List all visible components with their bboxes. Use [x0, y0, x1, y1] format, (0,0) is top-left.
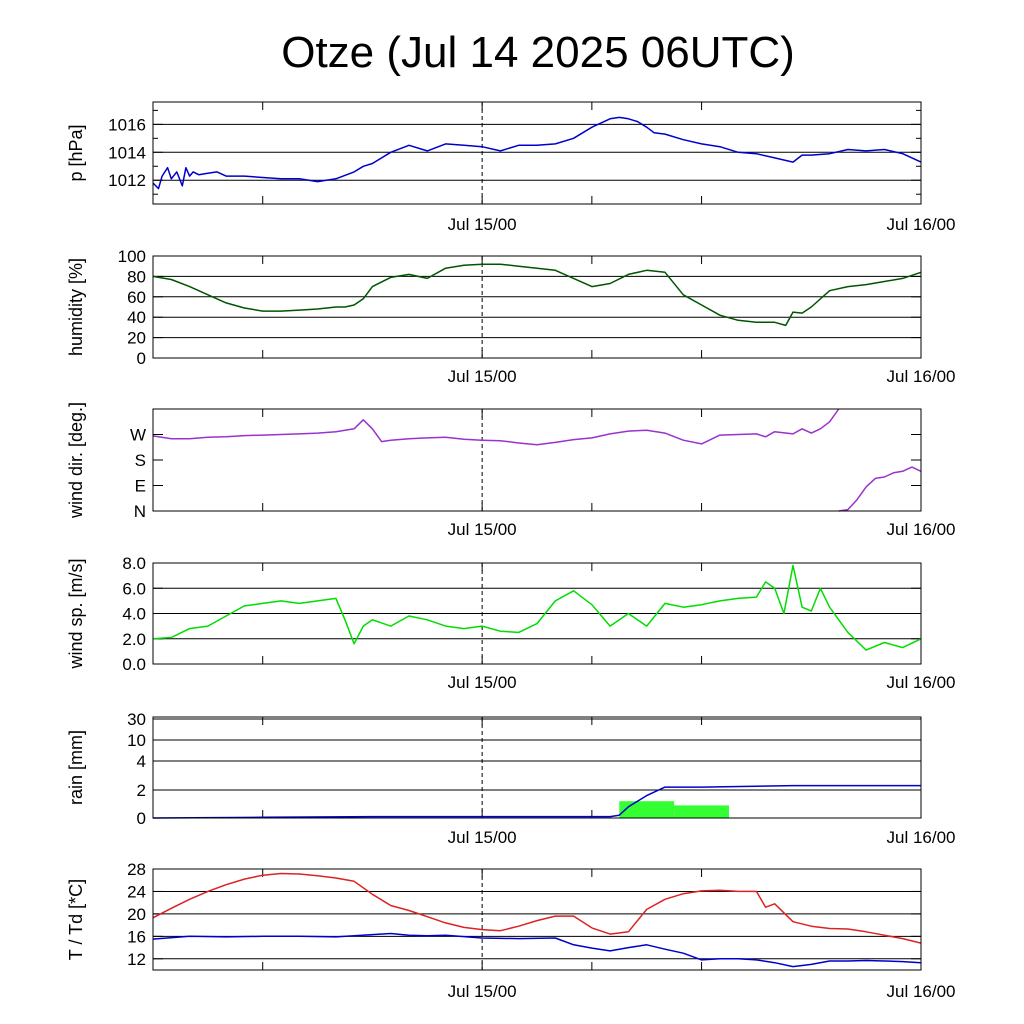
wind-direction-ytick-label: W: [130, 426, 146, 445]
rain-ylabel: rain [mm]: [66, 730, 86, 805]
wind-speed-ytick-label: 8.0: [122, 554, 146, 573]
rain-xlabel-jul16: Jul 16/00: [887, 828, 956, 847]
wind-speed-xlabel-jul15: Jul 15/00: [448, 673, 517, 692]
temperature-ytick-label: 24: [127, 882, 146, 901]
humidity-ytick-label: 40: [127, 308, 146, 327]
humidity-ytick-label: 100: [118, 247, 146, 266]
wind-speed-ytick-label: 6.0: [122, 579, 146, 598]
pressure-frame: [152, 101, 922, 205]
wind-speed-frame: [152, 562, 922, 665]
rain-bar: [674, 805, 729, 818]
rain-ytick-label: 0: [137, 809, 146, 828]
wind-direction-xlabel-jul16: Jul 16/00: [887, 520, 956, 539]
chart-title: Otze (Jul 14 2025 06UTC): [281, 28, 795, 77]
temperature-xlabel-jul16: Jul 16/00: [887, 982, 956, 1001]
temperature-ytick-label: 16: [127, 927, 146, 946]
wind-speed-panel: 0.0 2.0 4.0 6.0 8.0 wind sp. [m/s] Jul 15/00 Ju…: [66, 554, 956, 692]
rain-frame: [152, 716, 922, 819]
humidity-xlabel-jul16: Jul 16/00: [887, 367, 956, 386]
temperature-panel: 12 16 20 24 28 T / Td [*C] Jul 15/00 Jul 16/00: [66, 860, 956, 1001]
rain-bar: [619, 801, 675, 818]
humidity-ytick-label: 60: [127, 288, 146, 307]
temperature-ytick-label: 12: [127, 950, 146, 969]
rain-ytick-label: 30: [127, 710, 146, 729]
wind-direction-series-line-1: [152, 408, 840, 446]
humidity-ytick-label: 80: [127, 267, 146, 286]
rain-panel: 0 2 4 10 30 rain [mm] Jul 15/00 Jul 16/00: [66, 710, 956, 847]
temperature-series-line-1: [152, 872, 922, 944]
rain-xlabel-jul15: Jul 15/00: [448, 828, 517, 847]
wind-speed-ytick-label: 4.0: [122, 605, 146, 624]
temperature-xlabel-jul15: Jul 15/00: [448, 982, 517, 1001]
wind-direction-ytick-label: E: [135, 477, 146, 496]
rain-ytick-label: 10: [127, 731, 146, 750]
humidity-series-line-1: [152, 263, 922, 327]
pressure-xlabel-jul15: Jul 15/00: [448, 215, 517, 234]
humidity-ytick-label: 0: [137, 349, 146, 368]
pressure-ytick-label: 1012: [108, 171, 146, 190]
pressure-ytick-label: 1014: [108, 143, 146, 162]
rain-series-line-1: [152, 784, 921, 819]
pressure-ylabel: p [hPa]: [66, 124, 86, 181]
humidity-xlabel-jul15: Jul 15/00: [448, 367, 517, 386]
wind-speed-ylabel: wind sp. [m/s]: [66, 558, 86, 669]
temperature-series-line-2: [152, 932, 922, 968]
wind-direction-ytick-label: N: [134, 502, 146, 521]
wind-direction-ytick-label: S: [135, 451, 146, 470]
temperature-frame: [152, 868, 922, 971]
pressure-panel: 1012 1014 1016 p [hPa] Jul 15/00 Jul 16/00: [66, 101, 956, 234]
temperature-ylabel: T / Td [*C]: [66, 879, 86, 960]
wind-direction-xlabel-jul15: Jul 15/00: [448, 520, 517, 539]
wind-speed-ytick-label: 2.0: [122, 630, 146, 649]
pressure-xlabel-jul16: Jul 16/00: [887, 215, 956, 234]
humidity-frame: [152, 255, 922, 359]
pressure-ytick-label: 1016: [108, 115, 146, 134]
wind-direction-ylabel: wind dir. [deg.]: [66, 402, 86, 519]
wind-direction-series-line-2: [838, 466, 922, 512]
pressure-series-line-1: [152, 116, 922, 190]
humidity-ylabel: humidity [%]: [66, 258, 86, 356]
temperature-ytick-label: 28: [127, 860, 146, 879]
rain-ytick-label: 4: [137, 752, 146, 771]
wind-speed-ytick-label: 0.0: [122, 655, 146, 674]
wind-speed-xlabel-jul16: Jul 16/00: [887, 673, 956, 692]
humidity-ytick-label: 20: [127, 329, 146, 348]
temperature-ytick-label: 20: [127, 905, 146, 924]
wind-direction-frame: [152, 408, 922, 512]
rain-ytick-label: 2: [137, 781, 146, 800]
wind-speed-series-line-1: [152, 564, 922, 651]
